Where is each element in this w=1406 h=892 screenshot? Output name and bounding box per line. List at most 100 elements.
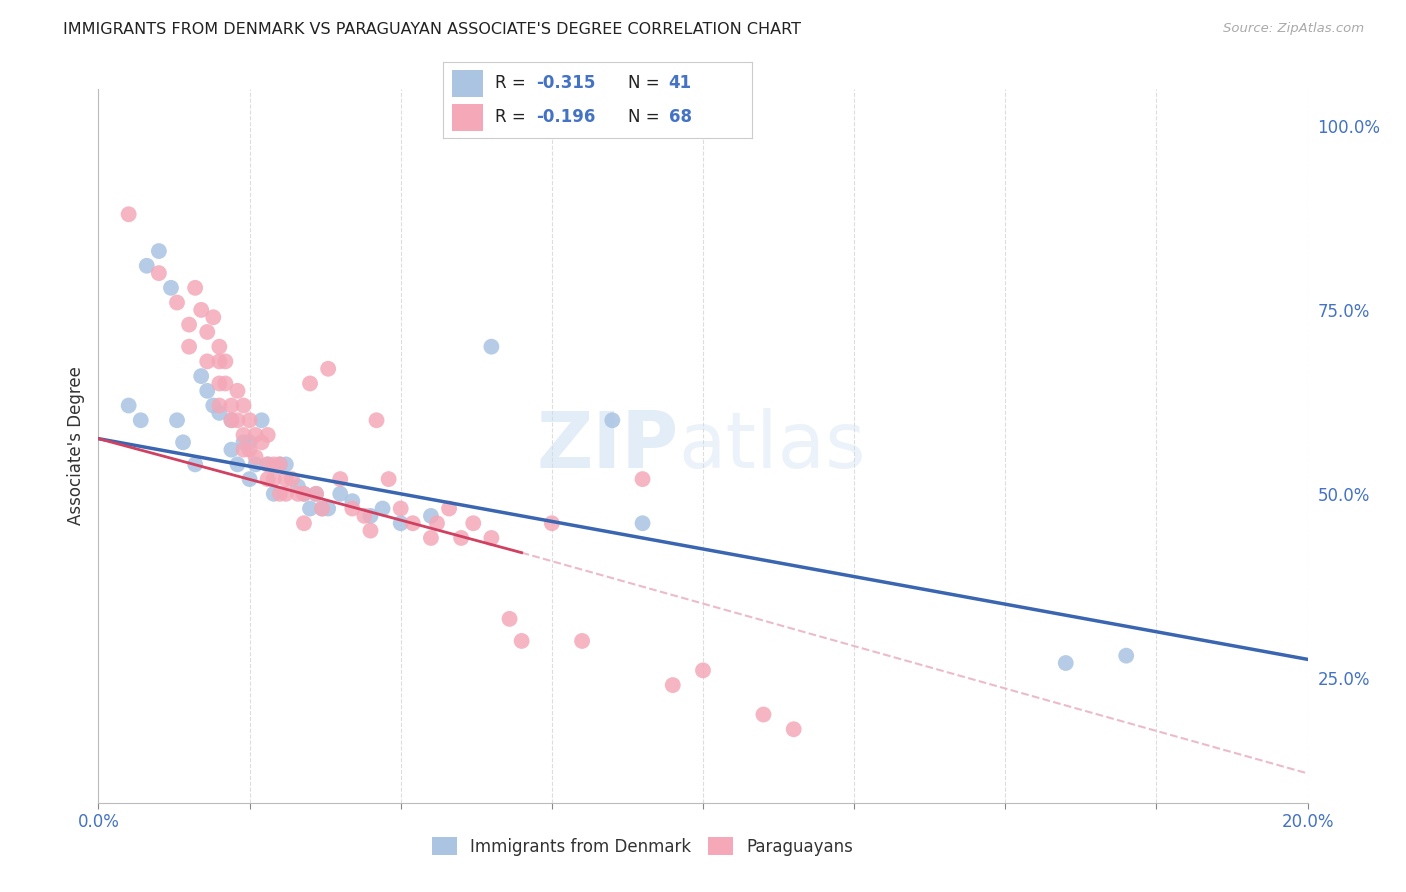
Point	[377, 472, 399, 486]
Point	[214, 376, 236, 391]
Point	[402, 516, 425, 531]
Point	[208, 340, 231, 354]
Point	[250, 413, 273, 427]
Point	[360, 508, 382, 523]
Point	[202, 399, 225, 413]
Point	[256, 458, 278, 472]
Point	[481, 531, 503, 545]
Point	[450, 531, 472, 545]
Point	[221, 442, 243, 457]
Point	[118, 207, 141, 221]
Point	[274, 487, 297, 501]
Point	[426, 516, 449, 531]
Point	[292, 487, 315, 501]
Point	[239, 413, 262, 427]
Point	[316, 501, 339, 516]
Point	[190, 369, 212, 384]
Point	[269, 458, 291, 472]
Point	[661, 678, 683, 692]
Point	[208, 354, 231, 368]
Point	[256, 472, 278, 486]
Point	[437, 501, 460, 516]
Point	[263, 487, 285, 501]
Point	[299, 376, 322, 391]
Point	[232, 435, 254, 450]
Point	[148, 244, 170, 258]
Point	[287, 487, 309, 501]
Point	[239, 435, 262, 450]
Point	[389, 501, 412, 516]
Point	[263, 458, 285, 472]
Point	[692, 664, 714, 678]
Point	[226, 458, 249, 472]
Point	[245, 450, 267, 464]
Point	[281, 472, 304, 486]
Point	[263, 472, 285, 486]
Point	[510, 634, 533, 648]
Point	[366, 413, 388, 427]
Point	[305, 487, 328, 501]
Text: N =: N =	[628, 109, 665, 127]
Point	[498, 612, 520, 626]
Point	[118, 399, 141, 413]
Point	[184, 458, 207, 472]
Point	[239, 472, 262, 486]
Point	[245, 428, 267, 442]
Point	[1054, 656, 1077, 670]
Point	[179, 340, 201, 354]
Point	[221, 399, 243, 413]
Point	[299, 501, 322, 516]
Point	[232, 399, 254, 413]
Legend: Immigrants from Denmark, Paraguayans: Immigrants from Denmark, Paraguayans	[425, 830, 860, 863]
Point	[571, 634, 593, 648]
Point	[195, 354, 218, 368]
Y-axis label: Associate's Degree: Associate's Degree	[66, 367, 84, 525]
Point	[250, 435, 273, 450]
Point	[190, 302, 212, 317]
Point	[342, 494, 364, 508]
Text: Source: ZipAtlas.com: Source: ZipAtlas.com	[1223, 22, 1364, 36]
Point	[420, 508, 443, 523]
Point	[195, 384, 218, 398]
Point	[208, 399, 231, 413]
Point	[129, 413, 152, 427]
Point	[1115, 648, 1137, 663]
Point	[166, 413, 188, 427]
FancyBboxPatch shape	[453, 70, 484, 96]
Point	[316, 361, 339, 376]
Point	[371, 501, 394, 516]
Point	[420, 531, 443, 545]
Point	[274, 458, 297, 472]
Point	[195, 325, 218, 339]
Point	[221, 413, 243, 427]
Point	[389, 516, 412, 531]
Point	[226, 384, 249, 398]
Point	[221, 413, 243, 427]
Text: atlas: atlas	[679, 408, 866, 484]
Point	[783, 723, 806, 737]
Point	[353, 508, 375, 523]
Point	[305, 487, 328, 501]
Point	[256, 428, 278, 442]
Point	[631, 516, 654, 531]
Point	[166, 295, 188, 310]
Point	[214, 354, 236, 368]
Point	[360, 524, 382, 538]
Point	[239, 442, 262, 457]
Point	[752, 707, 775, 722]
Text: ZIP: ZIP	[537, 408, 679, 484]
Point	[135, 259, 157, 273]
Point	[311, 501, 333, 516]
Point	[463, 516, 485, 531]
Point	[287, 479, 309, 493]
Point	[226, 413, 249, 427]
Text: R =: R =	[495, 74, 531, 92]
Point	[232, 442, 254, 457]
Point	[342, 501, 364, 516]
Text: IMMIGRANTS FROM DENMARK VS PARAGUAYAN ASSOCIATE'S DEGREE CORRELATION CHART: IMMIGRANTS FROM DENMARK VS PARAGUAYAN AS…	[63, 22, 801, 37]
Point	[208, 376, 231, 391]
Point	[245, 458, 267, 472]
Text: N =: N =	[628, 74, 665, 92]
Text: 68: 68	[669, 109, 692, 127]
Point	[329, 472, 352, 486]
